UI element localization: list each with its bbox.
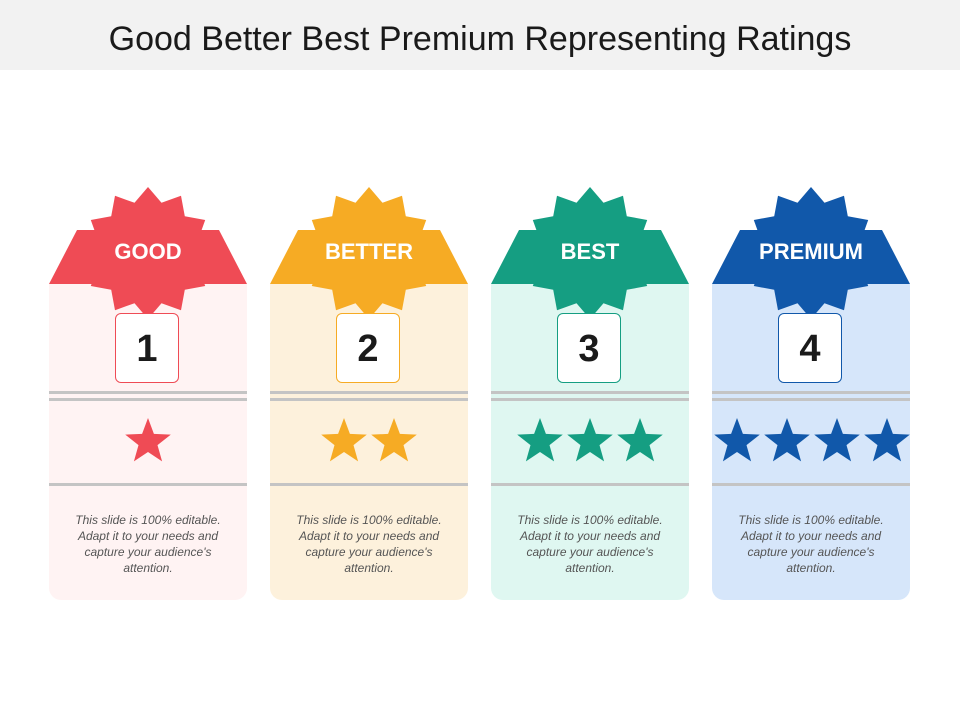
rating-card-better: BETTER 2 This slide is 100% editable. Ad… xyxy=(270,187,468,600)
badge-label: BETTER xyxy=(325,239,413,264)
star-icon xyxy=(712,416,762,466)
card-description: This slide is 100% editable. Adapt it to… xyxy=(296,513,442,575)
star-icon xyxy=(319,416,369,466)
star-icon xyxy=(123,416,173,466)
divider xyxy=(270,391,468,394)
starburst-badge xyxy=(270,187,468,319)
title-bar xyxy=(0,0,960,70)
star-icon xyxy=(615,416,665,466)
star-icon xyxy=(565,416,615,466)
divider xyxy=(491,391,689,394)
divider xyxy=(712,398,910,401)
card-description: This slide is 100% editable. Adapt it to… xyxy=(75,513,221,575)
badge-label: GOOD xyxy=(114,239,182,264)
starburst-badge xyxy=(49,187,247,319)
star-row xyxy=(270,416,468,466)
starburst-badge xyxy=(712,187,910,319)
divider xyxy=(491,483,689,486)
slide-title: Good Better Best Premium Representing Ra… xyxy=(108,20,852,58)
star-icon xyxy=(812,416,862,466)
divider xyxy=(712,391,910,394)
star-icon xyxy=(369,416,419,466)
divider xyxy=(712,483,910,486)
star-row xyxy=(49,416,247,466)
star-icon xyxy=(862,416,912,466)
rating-number: 2 xyxy=(336,313,400,383)
divider xyxy=(270,398,468,401)
star-icon xyxy=(762,416,812,466)
star-row xyxy=(491,416,689,466)
divider xyxy=(49,391,247,394)
star-row xyxy=(712,416,910,466)
starburst-badge xyxy=(491,187,689,319)
badge-label: PREMIUM xyxy=(759,239,863,264)
divider xyxy=(49,398,247,401)
star-icon xyxy=(515,416,565,466)
card-description: This slide is 100% editable. Adapt it to… xyxy=(517,513,663,575)
badge-band xyxy=(491,230,689,284)
divider xyxy=(49,483,247,486)
rating-number: 1 xyxy=(115,313,179,383)
badge-band xyxy=(49,230,247,284)
rating-card-good: GOOD 1 This slide is 100% editable. Adap… xyxy=(49,187,247,600)
rating-number: 4 xyxy=(778,313,842,383)
badge-band xyxy=(270,230,468,284)
badge-band xyxy=(712,230,910,284)
rating-number: 3 xyxy=(557,313,621,383)
card-description: This slide is 100% editable. Adapt it to… xyxy=(738,513,884,575)
divider xyxy=(270,483,468,486)
rating-card-premium: PREMIUM 4 This slide is 100% editable. A… xyxy=(712,187,910,600)
divider xyxy=(491,398,689,401)
rating-card-best: BEST 3 This slide is 100% editable. Adap… xyxy=(491,187,689,600)
badge-label: BEST xyxy=(560,239,620,264)
